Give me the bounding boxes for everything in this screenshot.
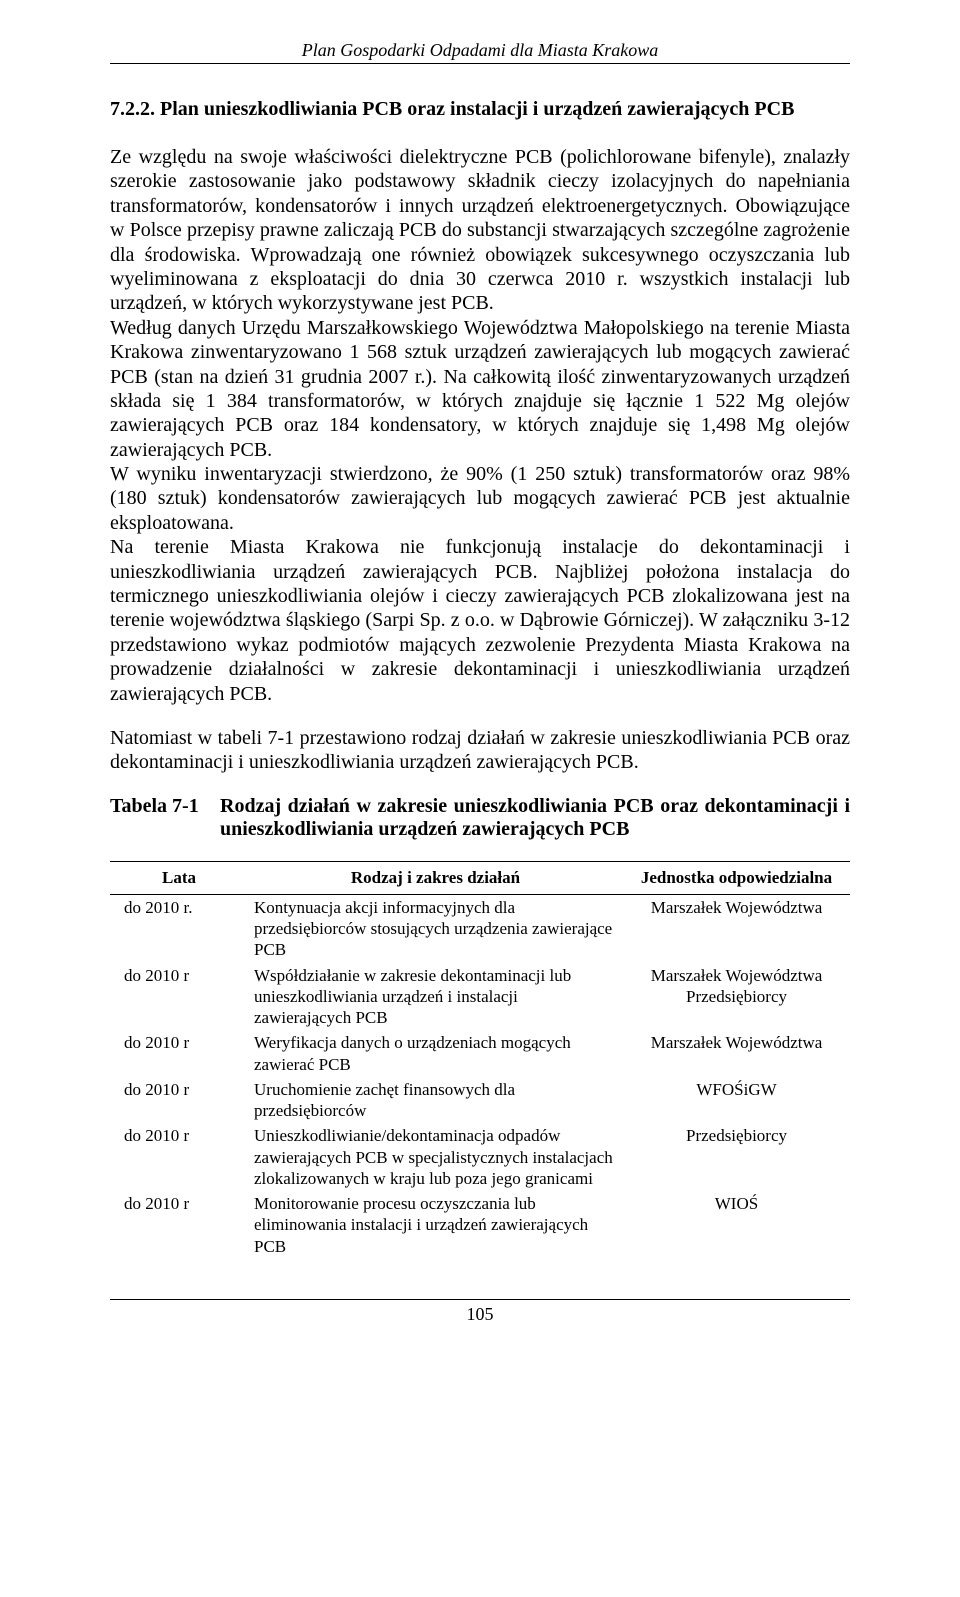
cell-rodzaj: Unieszkodliwianie/dekontaminacja odpadów…: [248, 1123, 623, 1191]
table-header-row: Lata Rodzaj i zakres działań Jednostka o…: [110, 861, 850, 894]
table-row: do 2010 r. Kontynuacja akcji informacyjn…: [110, 894, 850, 962]
paragraph-block-1: Ze względu na swoje właściwości dielektr…: [110, 145, 850, 706]
col-header-lata: Lata: [110, 861, 248, 894]
cell-lata: do 2010 r: [110, 1030, 248, 1077]
cell-jednostka: WFOŚiGW: [623, 1077, 850, 1124]
paragraph-4: Na terenie Miasta Krakowa nie funkcjonuj…: [110, 536, 850, 704]
doc-title: Plan Gospodarki Odpadami dla Miasta Krak…: [110, 40, 850, 61]
cell-jednostka: Marszałek Województwa: [623, 1030, 850, 1077]
cell-jednostka: WIOŚ: [623, 1191, 850, 1259]
section-heading: 7.2.2. Plan unieszkodliwiania PCB oraz i…: [110, 98, 850, 121]
page: Plan Gospodarki Odpadami dla Miasta Krak…: [0, 0, 960, 1375]
table-row: do 2010 r Monitorowanie procesu oczyszcz…: [110, 1191, 850, 1259]
cell-lata: do 2010 r: [110, 1123, 248, 1191]
paragraph-3: W wyniku inwentaryzacji stwierdzono, że …: [110, 463, 850, 534]
paragraph-5: Natomiast w tabeli 7-1 przestawiono rodz…: [110, 726, 850, 775]
cell-jednostka: Przedsiębiorcy: [623, 1123, 850, 1191]
cell-jednostka: Marszałek Województwa: [623, 894, 850, 962]
cell-rodzaj: Kontynuacja akcji informacyjnych dla prz…: [248, 894, 623, 962]
header-rule: [110, 63, 850, 64]
action-table: Lata Rodzaj i zakres działań Jednostka o…: [110, 861, 850, 1259]
paragraph-1: Ze względu na swoje właściwości dielektr…: [110, 146, 850, 314]
footer-rule: [110, 1299, 850, 1300]
table-row: do 2010 r Współdziałanie w zakresie deko…: [110, 963, 850, 1031]
page-number: 105: [110, 1304, 850, 1325]
table-row: do 2010 r Unieszkodliwianie/dekontaminac…: [110, 1123, 850, 1191]
col-header-rodzaj: Rodzaj i zakres działań: [248, 861, 623, 894]
cell-jednostka: Marszałek Województwa Przedsiębiorcy: [623, 963, 850, 1031]
cell-rodzaj: Monitorowanie procesu oczyszczania lub e…: [248, 1191, 623, 1259]
cell-lata: do 2010 r.: [110, 894, 248, 962]
col-header-jednostka: Jednostka odpowiedzialna: [623, 861, 850, 894]
cell-lata: do 2010 r: [110, 1191, 248, 1259]
cell-lata: do 2010 r: [110, 963, 248, 1031]
cell-rodzaj: Uruchomienie zachęt finansowych dla prze…: [248, 1077, 623, 1124]
paragraph-2: Według danych Urzędu Marszałkowskiego Wo…: [110, 317, 850, 461]
cell-rodzaj: Weryfikacja danych o urządzeniach mogący…: [248, 1030, 623, 1077]
cell-lata: do 2010 r: [110, 1077, 248, 1124]
table-caption-label: Tabela 7-1: [110, 795, 220, 841]
table-caption: Tabela 7-1 Rodzaj działań w zakresie uni…: [110, 795, 850, 841]
table-caption-text: Rodzaj działań w zakresie unieszkodliwia…: [220, 795, 850, 841]
table-row: do 2010 r Weryfikacja danych o urządzeni…: [110, 1030, 850, 1077]
cell-rodzaj: Współdziałanie w zakresie dekontaminacji…: [248, 963, 623, 1031]
table-row: do 2010 r Uruchomienie zachęt finansowyc…: [110, 1077, 850, 1124]
